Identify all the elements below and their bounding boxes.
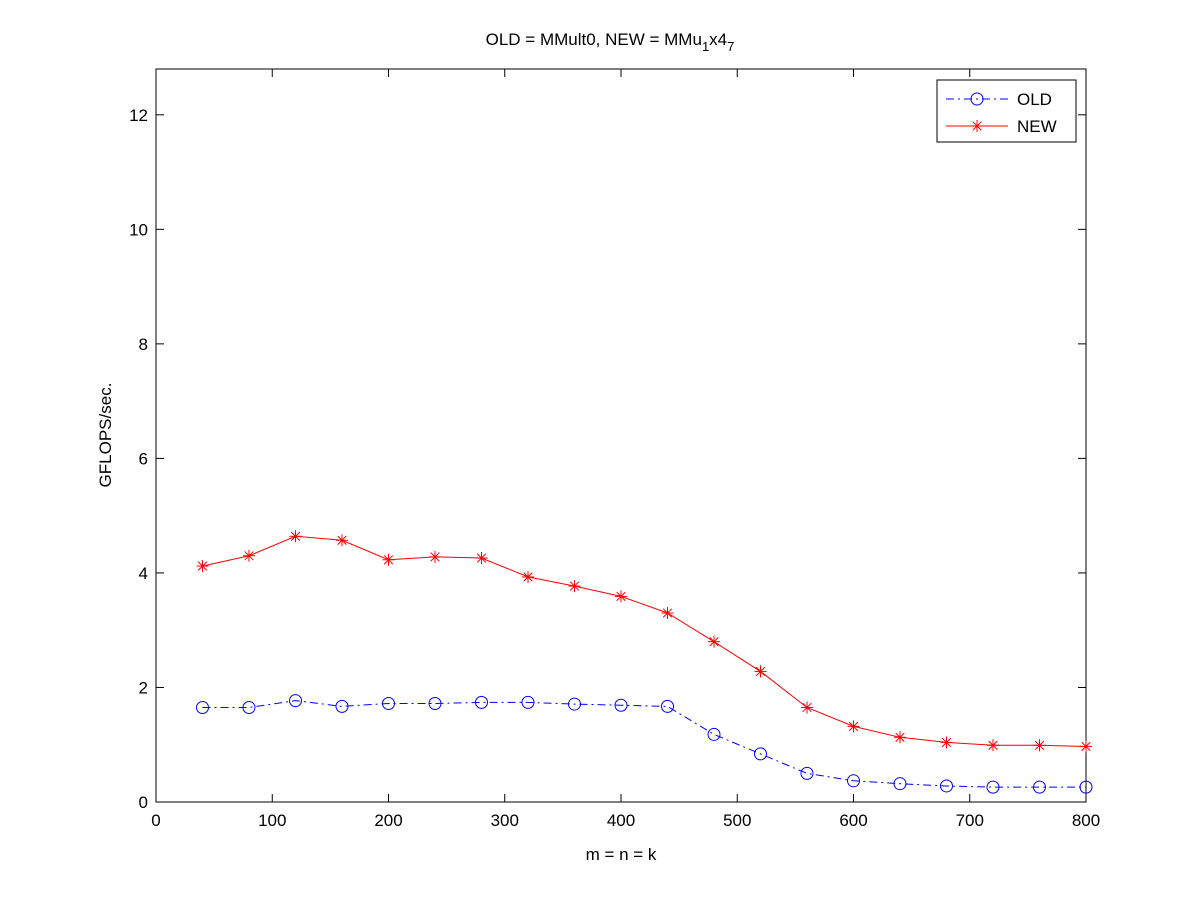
- legend-marker-new: [971, 120, 983, 132]
- x-tick-label: 400: [607, 811, 635, 830]
- data-point-new: [243, 549, 255, 562]
- data-point-old: [986, 780, 1000, 794]
- legend-label-old: OLD: [1017, 90, 1052, 109]
- data-point-new: [987, 739, 999, 752]
- x-tick-label: 200: [374, 811, 402, 830]
- chart-title-main: OLD = MMult0, NEW = MMu: [486, 30, 702, 49]
- data-point-old: [661, 699, 674, 713]
- y-axis: 0 2 4 6 8 10 12: [129, 106, 1086, 812]
- data-point-old: [475, 695, 488, 709]
- data-point-old: [893, 777, 907, 791]
- data-point-new: [894, 731, 906, 744]
- y-tick-label: 2: [139, 678, 148, 697]
- y-tick-label: 12: [129, 106, 148, 125]
- legend-marker-old: [970, 92, 984, 106]
- data-point-new: [1033, 739, 1046, 752]
- chart-title-sub2: 7: [727, 39, 734, 54]
- y-tick-label: 10: [129, 220, 148, 239]
- chart-title-sub1: 1: [702, 39, 709, 54]
- y-tick-label: 8: [139, 335, 148, 354]
- data-point-old: [242, 701, 256, 715]
- data-point-old: [521, 695, 535, 709]
- x-tick-label: 300: [491, 811, 519, 830]
- y-axis-label: GFLOPS/sec.: [96, 383, 115, 488]
- data-point-new: [801, 701, 813, 714]
- x-tick-label: 800: [1072, 811, 1100, 830]
- data-point-old: [1079, 780, 1093, 794]
- data-point-old: [382, 697, 395, 711]
- series-line-old: [202, 700, 1086, 788]
- x-axis: 0 100 200 300 400 500 600 700 800: [151, 69, 1100, 830]
- data-point-new: [568, 580, 581, 593]
- data-point-old: [940, 779, 953, 793]
- x-tick-label: 700: [956, 811, 984, 830]
- series-layer: [196, 530, 1093, 794]
- data-point-new: [754, 665, 767, 678]
- data-point-old: [847, 774, 860, 788]
- data-point-new: [196, 560, 209, 573]
- legend: OLD NEW: [936, 79, 1077, 143]
- data-point-new: [336, 534, 348, 547]
- x-tick-label: 500: [723, 811, 751, 830]
- data-point-old: [800, 766, 814, 780]
- data-point-new: [382, 553, 395, 566]
- x-tick-label: 0: [151, 811, 160, 830]
- y-tick-label: 0: [139, 793, 148, 812]
- data-point-old: [196, 701, 209, 715]
- data-point-old: [614, 698, 628, 712]
- chart-title: OLD = MMult0, NEW = MMu1x47: [486, 30, 735, 54]
- data-point-new: [661, 607, 674, 620]
- data-point-old: [754, 747, 767, 761]
- data-point-old: [289, 694, 302, 708]
- x-tick-label: 600: [839, 811, 867, 830]
- data-point-new: [708, 635, 720, 648]
- series-line-new: [202, 535, 1087, 747]
- data-point-new: [615, 590, 627, 603]
- x-tick-label: 100: [258, 811, 286, 830]
- data-point-new: [475, 552, 488, 565]
- data-point-old: [428, 697, 442, 711]
- chart-title-mid: x4: [709, 30, 727, 49]
- data-point-new: [940, 736, 953, 749]
- data-point-new: [1080, 740, 1092, 753]
- data-point-old: [1033, 780, 1046, 794]
- plot-area: [155, 68, 1087, 803]
- legend-box: [936, 79, 1077, 143]
- data-point-new: [289, 530, 302, 543]
- data-point-old: [335, 699, 349, 713]
- data-point-new: [522, 570, 534, 583]
- y-tick-label: 4: [139, 564, 148, 583]
- x-axis-label: m = n = k: [586, 845, 657, 864]
- data-point-new: [429, 550, 441, 563]
- data-point-new: [847, 720, 860, 733]
- legend-label-new: NEW: [1017, 117, 1057, 136]
- data-point-old: [568, 697, 581, 711]
- data-point-old: [707, 727, 721, 741]
- y-tick-label: 6: [139, 449, 148, 468]
